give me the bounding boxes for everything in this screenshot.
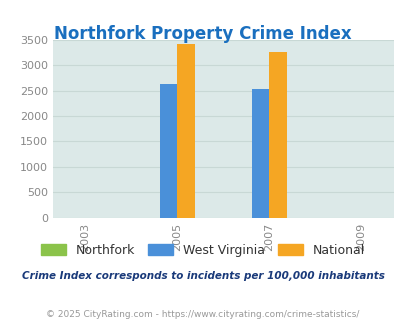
Text: Crime Index corresponds to incidents per 100,000 inhabitants: Crime Index corresponds to incidents per… bbox=[21, 271, 384, 281]
Bar bbox=[269, 52, 286, 218]
Text: Northfork Property Crime Index: Northfork Property Crime Index bbox=[54, 25, 351, 43]
Text: © 2025 CityRating.com - https://www.cityrating.com/crime-statistics/: © 2025 CityRating.com - https://www.city… bbox=[46, 310, 359, 319]
Bar bbox=[177, 44, 194, 218]
Legend: Northfork, West Virginia, National: Northfork, West Virginia, National bbox=[36, 239, 369, 262]
Bar bbox=[251, 89, 269, 218]
Bar bbox=[159, 84, 177, 218]
